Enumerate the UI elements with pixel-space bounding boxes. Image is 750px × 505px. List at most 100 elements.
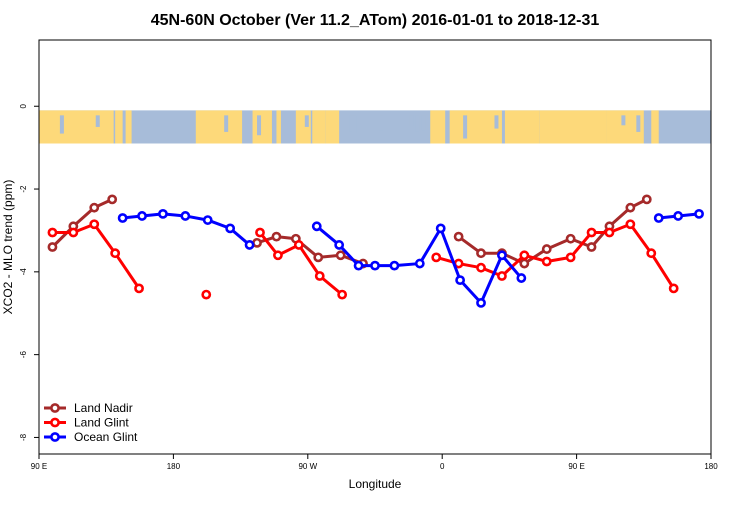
map-inlet xyxy=(409,115,414,127)
data-point xyxy=(435,223,446,234)
data-point xyxy=(586,242,597,252)
data-point xyxy=(311,221,322,232)
data-point xyxy=(516,273,527,283)
land-block xyxy=(449,110,502,144)
land-block xyxy=(325,110,340,144)
y-axis: 0 -2 -4 -6 -8 xyxy=(19,103,39,441)
map-inlet xyxy=(621,115,626,126)
data-point xyxy=(541,244,552,254)
map-inlet xyxy=(95,115,100,127)
data-point xyxy=(202,215,213,225)
data-point xyxy=(117,213,128,223)
legend-label: Ocean Glint xyxy=(74,430,138,444)
data-point xyxy=(625,219,636,230)
data-point xyxy=(337,289,348,300)
map-inlet xyxy=(352,115,357,134)
data-point xyxy=(225,223,236,234)
series-line xyxy=(52,222,141,290)
world-map-strip xyxy=(39,110,711,144)
data-point xyxy=(68,227,79,238)
data-point xyxy=(137,211,147,221)
data-point xyxy=(293,240,304,250)
data-point xyxy=(646,248,657,259)
y-tick-label: -8 xyxy=(19,433,28,441)
land-block xyxy=(312,110,326,144)
map-inlet xyxy=(224,115,229,132)
data-point xyxy=(335,250,346,261)
data-point xyxy=(641,194,652,205)
data-point xyxy=(453,231,464,242)
x-axis: 90 E 180 90 W 0 90 E 180 xyxy=(31,454,718,471)
land-block xyxy=(115,110,123,144)
data-point xyxy=(110,248,121,259)
data-point xyxy=(668,283,679,294)
data-point xyxy=(180,211,191,221)
data-point xyxy=(519,250,530,261)
series-ocean-glint xyxy=(117,208,704,308)
data-point xyxy=(565,233,576,244)
x-tick-label: 90 E xyxy=(568,462,584,471)
legend-swatch-marker xyxy=(50,432,60,442)
data-point xyxy=(201,289,212,300)
map-inlet xyxy=(494,115,499,129)
map-inlet xyxy=(636,115,641,132)
data-point xyxy=(244,240,255,250)
land-block xyxy=(125,110,132,144)
data-point xyxy=(431,252,442,263)
data-point xyxy=(455,275,466,286)
data-point xyxy=(314,271,325,281)
land-block xyxy=(430,110,446,144)
land-block xyxy=(39,110,114,144)
legend-label: Land Nadir xyxy=(74,401,133,415)
legend-swatch-marker xyxy=(50,403,60,413)
data-point xyxy=(519,258,530,269)
data-point xyxy=(476,262,486,273)
land-block xyxy=(195,110,243,144)
data-point xyxy=(604,227,615,238)
map-inlet xyxy=(271,115,276,129)
data-point xyxy=(158,208,168,219)
y-tick-label: 0 xyxy=(19,103,28,108)
data-point xyxy=(625,202,636,213)
land-block xyxy=(651,110,659,144)
land-block xyxy=(276,110,281,144)
map-inlet xyxy=(463,115,468,139)
data-point xyxy=(497,271,507,281)
series-line xyxy=(457,198,648,266)
map-inlet xyxy=(304,115,309,127)
data-point xyxy=(353,260,364,271)
map-land xyxy=(39,110,659,144)
map-inlet xyxy=(257,115,262,136)
data-point xyxy=(313,252,324,263)
series-line xyxy=(435,222,675,290)
data-point xyxy=(252,237,262,248)
data-point xyxy=(476,297,486,308)
data-point xyxy=(255,227,265,238)
map-inlet xyxy=(379,115,384,131)
data-point xyxy=(271,231,282,242)
data-point xyxy=(134,283,144,294)
legend-item: Land Glint xyxy=(44,416,129,430)
data-point xyxy=(476,248,486,259)
x-tick-label: 90 E xyxy=(31,462,47,471)
data-point xyxy=(89,219,100,230)
legend-swatch-marker xyxy=(50,417,60,428)
legend-item: Land Nadir xyxy=(44,401,133,415)
map-inlet xyxy=(421,115,426,131)
data-point xyxy=(47,227,58,238)
y-tick-label: -4 xyxy=(19,268,28,276)
data-point xyxy=(273,250,283,261)
y-tick-label: -6 xyxy=(19,351,28,359)
data-point xyxy=(389,260,400,271)
data-point xyxy=(694,208,704,219)
land-block xyxy=(539,110,607,144)
x-tick-label: 180 xyxy=(704,462,718,471)
plot-frame xyxy=(38,39,712,455)
y-tick-label: -2 xyxy=(19,185,28,193)
data-point xyxy=(541,256,552,267)
chart-title: 45N-60N October (Ver 11.2_ATom) 2016-01-… xyxy=(151,12,600,29)
data-point xyxy=(370,260,380,271)
